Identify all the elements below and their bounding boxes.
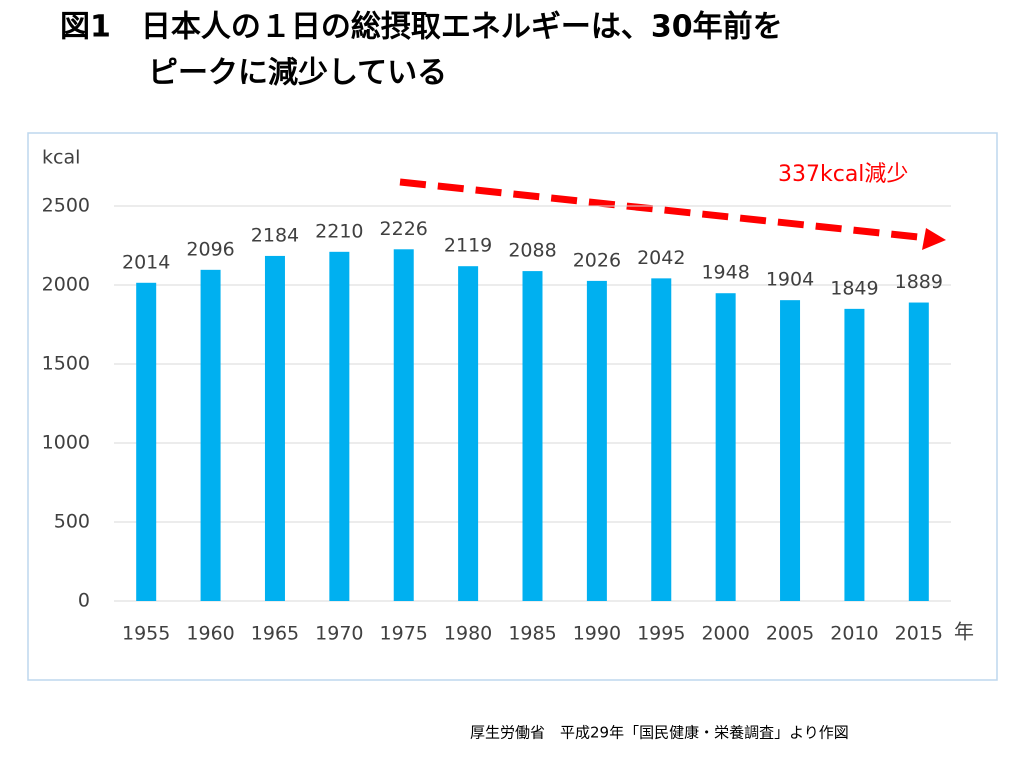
data-label: 1849 (830, 277, 878, 299)
y-tick-label: 2500 (42, 195, 90, 217)
bar (908, 302, 929, 601)
data-label: 2014 (122, 251, 170, 273)
data-label: 1904 (766, 269, 814, 291)
chart-title: ピークに減少している (148, 56, 447, 91)
y-tick-label: 2000 (42, 274, 90, 296)
x-tick-label: 2000 (701, 623, 749, 645)
y-tick-label: 1000 (42, 432, 90, 454)
x-tick-label: 1970 (315, 623, 363, 645)
data-label: 2042 (637, 247, 685, 269)
x-tick-label: 2010 (830, 623, 878, 645)
bar (586, 280, 607, 601)
x-tick-label: 1975 (380, 623, 428, 645)
y-tick-label: 500 (54, 511, 90, 533)
y-tick-label: 1500 (42, 353, 90, 375)
bar (264, 255, 285, 602)
data-label: 2226 (380, 218, 428, 240)
x-tick-label: 1995 (637, 623, 685, 645)
data-label: 2210 (315, 220, 363, 242)
chart-frame (27, 132, 998, 681)
source: 厚生労働省 平成29年「国民健康・栄養調査」より作図 (470, 724, 849, 742)
x-tick-label: 2005 (766, 623, 814, 645)
annotation: 337kcal減少 (778, 162, 908, 187)
data-label: 2088 (508, 240, 556, 262)
data-label: 1889 (895, 271, 943, 293)
bar (715, 293, 736, 601)
trend-arrowhead (922, 228, 946, 250)
data-label: 1948 (701, 262, 749, 284)
y-tick-label: 0 (78, 590, 90, 612)
bar (780, 300, 801, 601)
x-tick-label: 1960 (186, 623, 234, 645)
x-tick-label: 1955 (122, 623, 170, 645)
y-axis-label: kcal (42, 147, 80, 169)
bar (458, 266, 479, 601)
bar (200, 269, 221, 601)
bar (651, 278, 672, 601)
x-tick-label: 1965 (251, 623, 299, 645)
x-tick-label: 1990 (573, 623, 621, 645)
x-axis-label: 年 (954, 620, 974, 644)
trend-arrow (399, 178, 929, 242)
data-label: 2184 (251, 224, 299, 246)
bar (393, 249, 414, 602)
chart-title: 図1 日本人の１日の総摂取エネルギーは、30年前を (60, 10, 783, 45)
data-label: 2119 (444, 235, 492, 257)
x-tick-label: 2015 (895, 623, 943, 645)
bar (329, 251, 350, 601)
x-tick-label: 1985 (508, 623, 556, 645)
bar (136, 282, 157, 601)
bar (844, 308, 865, 601)
bar (522, 271, 543, 601)
data-label: 2096 (186, 238, 234, 260)
data-label: 2026 (573, 249, 621, 271)
x-tick-label: 1980 (444, 623, 492, 645)
